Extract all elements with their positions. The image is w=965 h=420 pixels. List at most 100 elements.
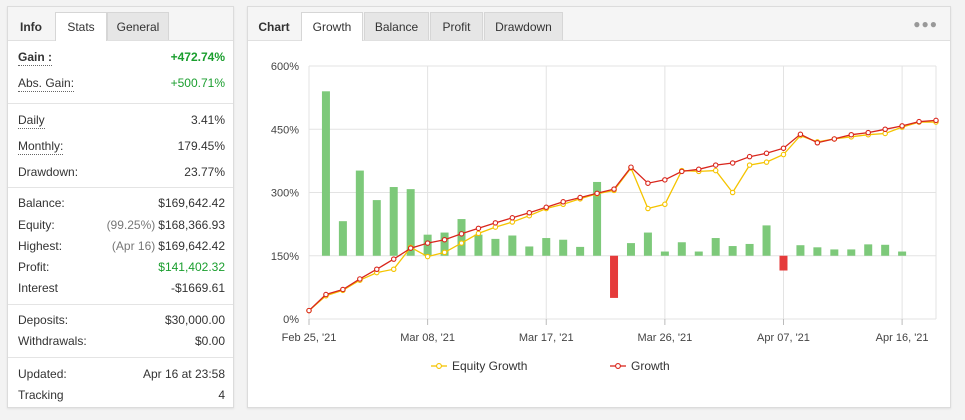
growth-bar xyxy=(355,170,364,256)
highest-value: $169,642.42 xyxy=(158,239,225,253)
divider xyxy=(8,357,233,358)
growth-point xyxy=(662,177,668,183)
tab-profit[interactable]: Profit xyxy=(430,12,483,40)
growth-point xyxy=(746,153,753,160)
growth-bar xyxy=(338,221,347,256)
growth-bar xyxy=(779,255,788,271)
growth-bar xyxy=(457,219,466,256)
growth-bar xyxy=(813,247,822,256)
tab-balance[interactable]: Balance xyxy=(364,12,429,40)
growth-point xyxy=(729,160,736,166)
x-tick-label: Apr 07, '21 xyxy=(757,332,810,344)
growth-point xyxy=(441,236,448,243)
growth-point xyxy=(526,209,533,216)
interest-row: Interest -$1669.61 xyxy=(18,280,225,296)
growth-point xyxy=(780,145,787,151)
growth-bar xyxy=(508,235,517,256)
abs-gain-row: Abs. Gain: +500.71% xyxy=(18,75,225,92)
drawdown-label: Drawdown: xyxy=(18,165,79,179)
tab-growth[interactable]: Growth xyxy=(301,12,363,41)
monthly-value: 179.45% xyxy=(177,139,225,153)
tab-drawdown[interactable]: Drawdown xyxy=(484,12,563,40)
tab-general[interactable]: General xyxy=(107,12,169,40)
tab-info[interactable]: Info xyxy=(8,12,54,40)
growth-point xyxy=(475,225,482,232)
y-tick-label: 300% xyxy=(271,188,299,200)
growth-point xyxy=(560,199,566,205)
chart-panel: Chart Growth Balance Profit Drawdown ●●●… xyxy=(247,6,951,408)
more-dots-icon[interactable]: ●●● xyxy=(913,17,938,31)
interest-label: Interest xyxy=(18,281,59,295)
drawdown-value: 23.77% xyxy=(184,165,225,179)
gain-row: Gain : +472.74% xyxy=(18,49,225,66)
monthly-row: Monthly: 179.45% xyxy=(18,138,225,155)
deposits-row: Deposits: $30,000.00 xyxy=(18,312,225,328)
daily-value: 3.41% xyxy=(190,113,225,127)
growth-point xyxy=(696,166,702,173)
updated-value: Apr 16 at 23:58 xyxy=(142,367,225,381)
growth-point xyxy=(340,286,346,293)
growth-bar xyxy=(694,251,703,256)
equity-growth-point xyxy=(390,266,397,272)
growth-bar xyxy=(559,239,568,256)
deposits-value: $30,000.00 xyxy=(164,313,225,327)
chart-tab-bar: Chart Growth Balance Profit Drawdown ●●● xyxy=(248,7,950,41)
equity-growth-point xyxy=(780,151,787,158)
growth-bar xyxy=(626,243,635,256)
y-tick-label: 0% xyxy=(283,314,299,326)
growth-bar xyxy=(796,245,805,256)
y-tick-label: 600% xyxy=(271,61,299,73)
daily-row: Daily 3.41% xyxy=(18,112,225,129)
drawdown-row: Drawdown: 23.77% xyxy=(18,164,225,180)
growth-point xyxy=(831,136,838,142)
growth-bar xyxy=(576,246,585,256)
equity-percent: (99.25%) xyxy=(106,218,156,232)
monthly-label[interactable]: Monthly: xyxy=(18,139,64,155)
gain-value: +472.74% xyxy=(170,50,225,64)
daily-label[interactable]: Daily xyxy=(18,113,45,129)
tracking-label: Tracking xyxy=(18,388,64,402)
growth-bar xyxy=(440,232,449,256)
x-tick-label: Apr 16, '21 xyxy=(876,332,929,344)
growth-bar xyxy=(610,255,619,298)
growth-point xyxy=(645,180,651,186)
highest-value-group: (Apr 16) $169,642.42 xyxy=(112,238,225,254)
growth-point xyxy=(916,118,922,125)
growth-bar xyxy=(745,243,754,256)
highest-date: (Apr 16) xyxy=(111,239,156,253)
stats-tab-bar: Info Stats General xyxy=(8,7,233,41)
abs-gain-label[interactable]: Abs. Gain: xyxy=(18,76,75,92)
highest-row: Highest: (Apr 16) $169,642.42 xyxy=(18,238,225,254)
profit-row: Profit: $141,402.32 xyxy=(18,259,225,275)
withdrawals-label: Withdrawals: xyxy=(18,334,87,348)
growth-bar xyxy=(830,249,839,256)
deposits-label: Deposits: xyxy=(18,313,69,327)
withdrawals-value: $0.00 xyxy=(194,334,225,348)
equity-value-group: (99.25%) $168,366.93 xyxy=(107,217,225,233)
growth-bar xyxy=(643,232,652,256)
equity-growth-line xyxy=(308,121,936,312)
gain-label[interactable]: Gain : xyxy=(18,50,53,66)
tracking-value: 4 xyxy=(218,388,225,402)
x-tick-label: Feb 25, '21 xyxy=(282,332,337,344)
growth-point xyxy=(899,123,905,129)
tab-stats[interactable]: Stats xyxy=(55,12,107,41)
growth-point xyxy=(323,291,329,298)
growth-legend-marker xyxy=(615,363,621,369)
y-tick-label: 150% xyxy=(271,251,299,263)
divider xyxy=(8,187,233,188)
y-tick-label: 450% xyxy=(271,124,299,136)
growth-bar xyxy=(389,187,398,256)
growth-point xyxy=(797,131,804,138)
equity-growth-legend-label: Equity Growth xyxy=(452,359,527,373)
tab-chart[interactable]: Chart xyxy=(248,12,300,40)
growth-bar xyxy=(525,246,534,256)
growth-bar xyxy=(847,249,856,256)
growth-bar xyxy=(491,238,500,256)
equity-value: $168,366.93 xyxy=(158,218,225,232)
growth-bar xyxy=(321,91,330,256)
growth-bar xyxy=(898,251,907,256)
growth-point xyxy=(577,194,583,201)
divider xyxy=(8,304,233,305)
equity-row: Equity: (99.25%) $168,366.93 xyxy=(18,217,225,233)
